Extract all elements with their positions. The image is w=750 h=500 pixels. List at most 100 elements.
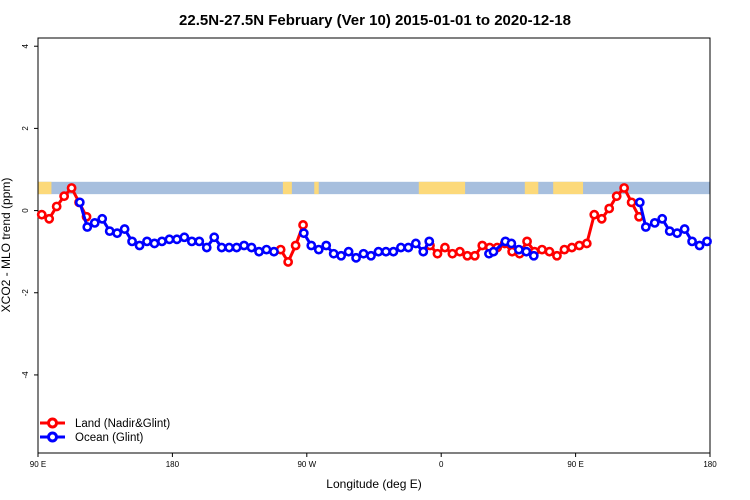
land-mask-band xyxy=(38,181,710,195)
series-line xyxy=(638,202,708,248)
data-point xyxy=(528,250,539,261)
data-point xyxy=(589,209,600,220)
data-point xyxy=(82,222,93,232)
data-point xyxy=(566,242,577,253)
data-point xyxy=(157,236,167,247)
data-point xyxy=(119,224,130,234)
data-point xyxy=(702,236,712,247)
x-tick-label: 90 W xyxy=(297,460,316,469)
y-axis-label: XCO2 - MLO trend (ppm) xyxy=(0,178,13,313)
data-point xyxy=(171,234,182,245)
x-axis: 90 E 180 90 W 0 90 E 180 xyxy=(30,453,717,469)
data-point xyxy=(36,209,47,220)
data-point xyxy=(626,197,637,208)
data-point xyxy=(164,234,175,245)
data-point xyxy=(201,242,212,253)
x-tick-label: 0 xyxy=(439,460,444,469)
data-point xyxy=(66,183,77,193)
data-point xyxy=(261,244,272,255)
data-point xyxy=(44,213,55,224)
y-tick-label: 0 xyxy=(21,208,30,213)
data-point xyxy=(186,236,197,247)
data-point xyxy=(619,183,630,193)
x-tick-label: 90 E xyxy=(567,460,583,469)
data-point xyxy=(149,238,160,249)
series-1 xyxy=(74,197,712,263)
data-point xyxy=(104,226,115,237)
land-band-segment xyxy=(418,181,466,195)
data-point xyxy=(179,232,190,243)
y-axis: 4 2 0 -2 -4 xyxy=(21,43,38,378)
data-point xyxy=(447,248,458,259)
data-point xyxy=(611,191,622,202)
data-point xyxy=(283,257,294,267)
x-tick-label: 180 xyxy=(703,460,717,469)
data-point xyxy=(574,240,585,251)
data-point xyxy=(89,218,100,228)
data-point xyxy=(552,250,562,261)
chart-title: 22.5N-27.5N February (Ver 10) 2015-01-01… xyxy=(179,12,571,29)
data-point xyxy=(649,218,660,228)
legend-land-marker xyxy=(47,417,58,429)
data-point xyxy=(224,242,235,253)
data-point xyxy=(581,238,592,249)
land-band-segment xyxy=(38,181,52,195)
data-point xyxy=(254,246,264,257)
data-point xyxy=(194,236,205,247)
data-point xyxy=(657,213,668,224)
data-point xyxy=(97,213,108,224)
data-point xyxy=(424,236,435,247)
land-band-segment xyxy=(524,181,539,195)
data-point xyxy=(74,197,85,208)
data-point xyxy=(134,240,145,251)
data-point xyxy=(672,228,683,239)
legend-land-label: Land (Nadir&Glint) xyxy=(75,418,170,430)
land-band-segment xyxy=(282,181,292,195)
data-point xyxy=(679,224,690,234)
data-point xyxy=(328,248,339,259)
data-point xyxy=(246,242,257,253)
legend-ocean-label: Ocean (Glint) xyxy=(75,432,144,444)
data-point xyxy=(336,250,347,261)
x-tick-label: 90 E xyxy=(30,460,46,469)
data-point xyxy=(488,246,499,257)
data-point xyxy=(51,201,62,212)
data-point xyxy=(694,240,705,251)
data-point xyxy=(640,222,651,232)
data-point xyxy=(239,240,249,251)
data-point xyxy=(596,213,607,224)
data-point xyxy=(522,236,532,247)
data-point xyxy=(351,252,361,263)
series-layer xyxy=(36,183,712,267)
plot-frame xyxy=(37,37,711,454)
data-point xyxy=(313,244,324,255)
x-axis-label: Longitude (deg E) xyxy=(326,477,421,491)
data-point xyxy=(604,203,615,214)
data-point xyxy=(469,250,480,261)
data-point xyxy=(381,246,391,257)
data-point xyxy=(321,240,332,251)
data-point xyxy=(521,246,532,257)
y-tick-label: -2 xyxy=(21,289,30,297)
data-point xyxy=(127,236,137,247)
data-point xyxy=(231,242,242,253)
data-point xyxy=(358,248,369,259)
land-band-segment xyxy=(314,181,319,195)
data-point xyxy=(306,240,317,251)
data-point xyxy=(216,242,227,253)
x-tick-label: 180 xyxy=(166,460,180,469)
data-point xyxy=(403,242,414,253)
series-line xyxy=(428,185,641,258)
data-point xyxy=(395,242,406,253)
data-point xyxy=(544,246,555,257)
data-point xyxy=(298,228,309,239)
data-point xyxy=(477,240,488,251)
legend-ocean-marker xyxy=(47,431,58,443)
data-point xyxy=(687,236,697,247)
ocean-band xyxy=(38,181,710,195)
data-point xyxy=(373,246,384,257)
legend: Land (Nadir&Glint) Ocean (Glint) xyxy=(40,417,170,444)
data-point xyxy=(418,246,429,257)
data-point xyxy=(513,244,524,255)
